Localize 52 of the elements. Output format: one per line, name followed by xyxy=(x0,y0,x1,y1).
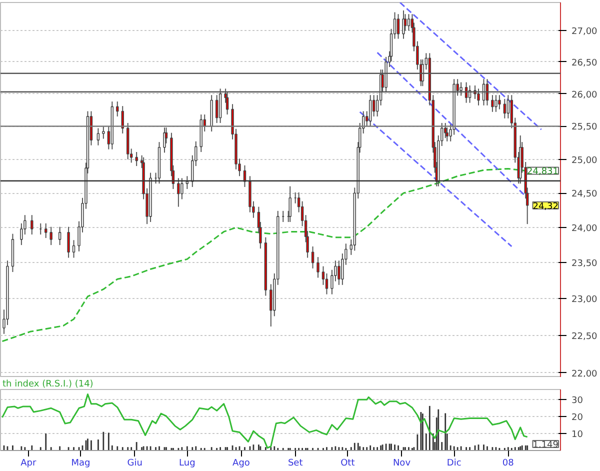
x-tick-label: 08 xyxy=(502,458,514,468)
candlestick xyxy=(58,226,62,246)
candlestick xyxy=(135,151,138,167)
candlestick xyxy=(494,94,498,112)
candlestick xyxy=(368,94,372,127)
candlestick xyxy=(407,14,410,32)
candlestick xyxy=(50,226,52,246)
candlestick xyxy=(288,186,292,222)
x-tick-label: Ott xyxy=(340,458,356,468)
candlestick xyxy=(503,98,506,119)
y-tick-label: 26,00 xyxy=(572,90,598,100)
x-tick-label: Apr xyxy=(20,458,36,468)
x-tick-label: Set xyxy=(288,458,304,468)
candlestick xyxy=(311,246,314,269)
y-tick-label: 22,50 xyxy=(572,332,598,342)
candlestick xyxy=(96,128,100,146)
line-series xyxy=(1,393,528,449)
candlestick xyxy=(491,94,494,112)
candlestick xyxy=(316,256,320,278)
candlestick xyxy=(30,214,34,236)
y-tick-label: 20 xyxy=(572,413,584,424)
x-tick-label: Giu xyxy=(127,458,142,468)
y-tick-label: 25,00 xyxy=(572,156,598,166)
x-tick-label: Ago xyxy=(232,458,250,468)
candlestick xyxy=(338,260,340,286)
candlestick xyxy=(180,178,184,200)
y-tick-label: 24,50 xyxy=(572,190,598,200)
candlestick xyxy=(102,126,105,140)
candlestick xyxy=(72,240,76,258)
candlestick xyxy=(67,226,70,258)
candlestick xyxy=(215,94,218,124)
candlestick xyxy=(44,222,48,239)
x-tick-label: Mag xyxy=(71,458,90,468)
y-tick-label: 24,00 xyxy=(572,224,598,234)
y-tick-label: 26,50 xyxy=(572,58,598,68)
x-tick-label: Lug xyxy=(179,458,196,468)
candlestick xyxy=(402,10,405,40)
candlestick xyxy=(446,127,448,142)
candlestick xyxy=(177,178,180,208)
y-tick-label: 10 xyxy=(572,430,584,440)
x-tick-label: Nov xyxy=(392,458,412,468)
y-tick-label: 30 xyxy=(572,396,584,406)
candlestick xyxy=(325,272,328,295)
y-tick-label: 25,50 xyxy=(572,122,598,133)
x-tick-label: Dic xyxy=(446,458,462,468)
candlestick xyxy=(163,127,166,154)
y-tick-label: 23,50 xyxy=(572,259,598,270)
y-tick-label: 27,00 xyxy=(572,27,598,38)
candlestick xyxy=(498,94,501,110)
candlestick xyxy=(396,14,400,40)
y-tick-label: 23,00 xyxy=(572,295,598,306)
chart-title: th index (R.S.I.) (14) xyxy=(2,380,94,390)
